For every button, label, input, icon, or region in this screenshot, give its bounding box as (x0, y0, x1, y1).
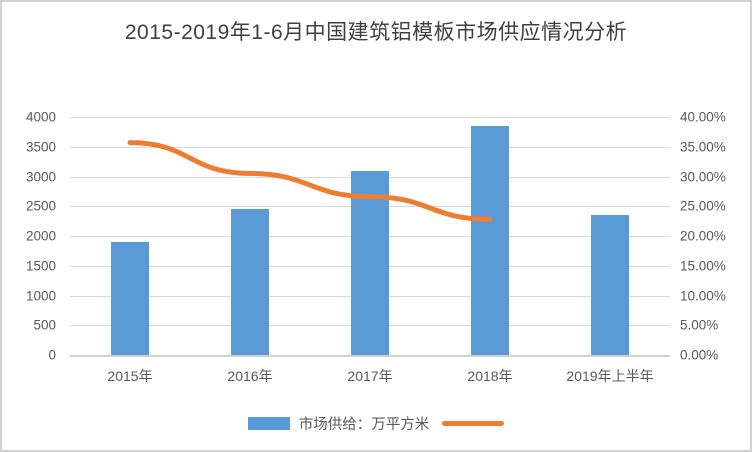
x-axis-label-2018年: 2018年 (467, 368, 513, 384)
left-axis-tick: 4000 (25, 109, 56, 125)
bar-2019年上半年 (591, 215, 629, 355)
left-axis-tick: 1500 (25, 258, 56, 274)
bar-2018年 (471, 125, 509, 355)
left-axis-tick: 2500 (25, 198, 56, 214)
right-axis-tick: 20.00% (680, 228, 726, 244)
left-axis-tick: 1000 (25, 288, 56, 303)
bar-series-swatch (247, 417, 290, 430)
gridline (70, 117, 670, 118)
bar-2016年 (231, 209, 269, 355)
bar-2015年 (111, 241, 149, 355)
right-axis-tick: 30.00% (680, 169, 726, 184)
growth-rate-line (127, 140, 493, 222)
right-axis-tick: 0.00% (680, 347, 719, 363)
right-axis-tick: 25.00% (680, 198, 726, 214)
left-axis-tick: 2000 (25, 228, 56, 244)
right-axis-tick: 5.00% (680, 317, 719, 333)
x-axis-label-2019年上半年: 2019年上半年 (566, 368, 654, 384)
chart-title: 2015-2019年1-6月中国建筑铝模板市场供应情况分析 (124, 21, 628, 44)
left-axis-tick: 3500 (25, 139, 56, 155)
plot-area (70, 117, 670, 357)
right-axis-tick: 35.00% (680, 139, 726, 155)
x-axis-label-2017年: 2017年 (347, 368, 393, 384)
gridline (70, 146, 670, 148)
right-axis-tick: 10.00% (680, 288, 726, 303)
right-axis-tick: 40.00% (680, 109, 726, 125)
left-axis-tick: 500 (33, 317, 56, 333)
line-series-swatch (442, 421, 505, 426)
left-axis-tick: 0 (48, 347, 56, 363)
left-axis-tick: 3000 (25, 169, 56, 184)
right-axis-tick: 15.00% (680, 258, 726, 274)
x-axis-label-2016年: 2016年 (227, 368, 273, 384)
x-axis-line (70, 355, 670, 357)
bar-series-label: 市场供给：万平方米 (298, 417, 430, 433)
growth-rate-line-path (127, 140, 493, 222)
legend: 市场供给：万平方米 (2, 413, 750, 434)
bar-2017年 (351, 170, 389, 355)
x-axis-label-2015年: 2015年 (107, 368, 153, 384)
